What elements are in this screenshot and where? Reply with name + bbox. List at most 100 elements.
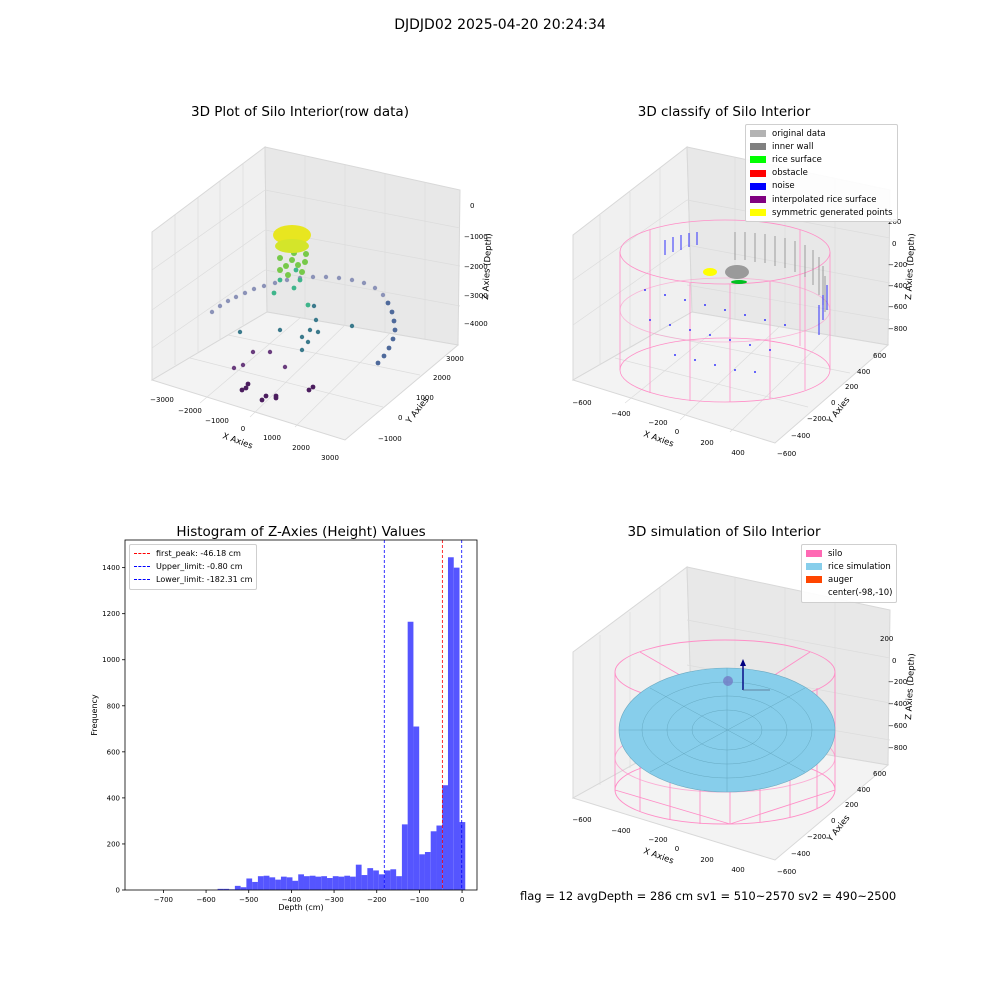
p4-ytick-4: 200	[845, 801, 858, 809]
histogram-bar	[390, 869, 397, 890]
panel1-title: 3D Plot of Silo Interior(row data)	[191, 104, 409, 120]
legend-label: obstacle	[772, 168, 808, 179]
histogram-bar	[303, 876, 310, 890]
x-tick-label: −200	[367, 896, 386, 904]
p2-xtick-4: 200	[700, 439, 713, 447]
p1-xtick-5: 2000	[292, 444, 310, 452]
histogram-bar	[373, 870, 379, 890]
histogram-bar	[396, 876, 402, 890]
x-tick-label: −300	[324, 896, 343, 904]
x-tick-label: −600	[196, 896, 215, 904]
p2-xtick-2: −200	[648, 419, 667, 427]
p2-rice-surface	[731, 280, 747, 284]
x-tick-label: 0	[460, 896, 464, 904]
legend-label: symmetric generated points	[772, 207, 893, 218]
legend-line	[134, 579, 150, 581]
p1-xtick-6: 3000	[321, 454, 339, 460]
legend-swatch	[750, 196, 766, 204]
p2-ytick-4: 200	[845, 383, 858, 391]
legend-item: auger	[806, 573, 892, 586]
p4-ztick-5: −800	[888, 744, 907, 752]
p2-ztick-3: −400	[888, 282, 907, 290]
histogram-bar	[280, 876, 287, 890]
p4-xlabel: X Axies	[642, 846, 675, 866]
p4-ztick-4: −600	[888, 722, 907, 730]
p4-xtick-1: −400	[611, 827, 630, 835]
p1-ytick-0: −1000	[378, 435, 402, 443]
p1-ztick-4: −4000	[464, 320, 488, 328]
p1-xtick-2: −1000	[205, 417, 229, 425]
histogram-bar	[367, 868, 374, 890]
legend-item: noise	[750, 180, 893, 193]
p1-xlabel: X Axies	[221, 431, 254, 451]
histogram-bar	[257, 876, 264, 890]
p4-ztick-2: −200	[888, 678, 907, 686]
p2-symmetric-points	[703, 268, 717, 276]
histogram-bar	[350, 876, 356, 890]
y-tick-label: 0	[116, 887, 120, 895]
status-footer: flag = 12 avgDepth = 286 cm sv1 = 510~25…	[520, 889, 897, 903]
legend-label: rice simulation	[828, 561, 891, 572]
histogram-bar	[234, 885, 241, 890]
p4-ylabel: Y Axies	[825, 813, 853, 845]
histogram-bar	[453, 567, 460, 890]
panel2-3d-plot: −600 −400 −200 0 200 400 −600 −400 −200 …	[571, 146, 917, 458]
histogram-bar	[401, 824, 408, 890]
panel1-3d-plot: −3000 −2000 −1000 0 1000 2000 3000 −1000…	[150, 146, 494, 460]
y-tick-label: 1400	[102, 564, 120, 572]
p1-xtick-1: −2000	[178, 407, 202, 415]
p4-rice-mesh	[619, 668, 835, 792]
histogram-bar	[315, 876, 322, 890]
p2-ztick-2: −200	[888, 261, 907, 269]
p1-xtick-0: −3000	[150, 396, 174, 404]
p4-xtick-2: −200	[648, 836, 667, 844]
legend-swatch	[750, 156, 766, 164]
p1-pane-floor	[150, 311, 460, 441]
legend-label: Upper_limit: -0.80 cm	[156, 562, 243, 572]
p2-ztick-5: −800	[888, 325, 907, 333]
panel4-legend: silo rice simulation auger center(-98,-1…	[801, 544, 898, 603]
p1-data-points	[209, 225, 398, 403]
y-tick-label: 600	[107, 748, 120, 756]
legend-item: inner wall	[750, 140, 893, 153]
histogram-bar	[430, 831, 437, 890]
legend-swatch	[806, 576, 822, 584]
p2-ytick-1: −400	[791, 432, 810, 440]
legend-item: center(-98,-10)	[806, 587, 892, 600]
histogram-bar	[263, 875, 270, 890]
p1-ztick-3: −3000	[464, 292, 488, 300]
legend-label: Lower_limit: -182.31 cm	[156, 575, 253, 585]
legend-item: Lower_limit: -182.31 cm	[134, 573, 252, 586]
legend-swatch	[750, 130, 766, 138]
legend-label: first_peak: -46.18 cm	[156, 549, 241, 559]
p2-ytick-2: −200	[807, 415, 826, 423]
x-tick-label: −700	[154, 896, 173, 904]
p2-xtick-5: 400	[731, 449, 744, 457]
p4-ytick-0: −600	[777, 868, 796, 876]
p1-top-cluster-2	[275, 239, 309, 253]
histogram-bar	[309, 875, 316, 890]
legend-swatch	[806, 590, 822, 597]
histogram-bar	[384, 870, 391, 890]
histogram-title: Histogram of Z-Axies (Height) Values	[176, 524, 426, 540]
y-tick-label: 400	[107, 794, 120, 802]
legend-swatch	[806, 563, 822, 571]
histogram-xlabel: Depth (cm)	[278, 903, 323, 912]
panel4-3d-plot: −600 −400 −200 0 200 400 −600 −400 −200 …	[571, 566, 917, 876]
legend-label: interpolated rice surface	[772, 194, 877, 205]
p2-xtick-0: −600	[572, 399, 591, 407]
histogram-bar	[442, 785, 448, 890]
p4-ytick-5: 400	[857, 786, 870, 794]
legend-label: rice surface	[772, 154, 822, 165]
p2-inner-wall	[734, 232, 826, 312]
p4-xtick-5: 400	[731, 866, 744, 874]
legend-item: Upper_limit: -0.80 cm	[134, 560, 252, 573]
p1-ytick-3: 2000	[433, 374, 451, 382]
p1-zlabel: Z Axies (Depth)	[481, 233, 494, 300]
legend-label: auger	[828, 574, 853, 585]
histogram-bar	[298, 874, 304, 890]
histogram-bar	[419, 854, 425, 890]
p2-ztick-4: −600	[888, 303, 907, 311]
legend-item: first_peak: -46.18 cm	[134, 547, 252, 560]
p4-ytick-1: −400	[791, 850, 810, 858]
